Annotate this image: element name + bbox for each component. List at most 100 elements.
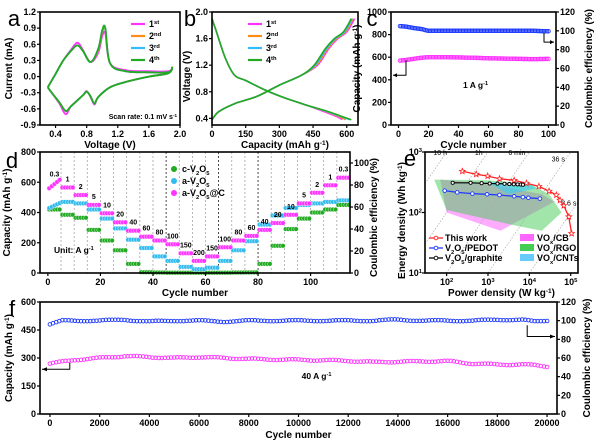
capacity-point <box>265 357 270 362</box>
graphite-marker <box>520 182 525 187</box>
capacity-point <box>199 355 205 360</box>
star-marker <box>522 179 531 187</box>
capacity-point <box>520 56 526 62</box>
panel-letter-f: f <box>9 296 16 321</box>
ce-point <box>427 28 433 34</box>
ce-point <box>441 28 446 34</box>
legend-label: c-V2O5 <box>182 164 210 177</box>
rate-point-a-V2O5@C <box>109 210 115 216</box>
pedot-marker <box>511 194 517 199</box>
ce-point <box>308 318 314 324</box>
ce-point <box>495 28 500 34</box>
star-marker <box>559 201 568 209</box>
capacity-point <box>231 356 236 362</box>
rate-point-a-V2O5@C <box>162 237 168 243</box>
rate-point-a-V2O5 <box>214 265 220 271</box>
ce-point <box>505 28 511 34</box>
rate-label: 10 <box>103 202 111 209</box>
ce-point <box>436 28 442 34</box>
ce-point <box>234 318 239 324</box>
rate-point-a-V2O5@C <box>319 190 325 196</box>
ce-point <box>209 318 214 324</box>
rate-point-a-V2O5@C <box>306 200 312 206</box>
panel-letter-b: b <box>184 6 196 31</box>
scan-rate-annotation: Scan rate: 0.1 mV s-1 <box>109 113 178 122</box>
capacity-point <box>193 355 199 360</box>
capacity-point <box>466 55 472 60</box>
y-tick-label: 600 <box>21 297 36 307</box>
capacity-point <box>501 56 506 61</box>
y2-tick-label: 20 <box>354 246 364 256</box>
x-tick-label: 2000 <box>90 418 110 428</box>
ce-point <box>252 318 258 323</box>
x-tick-label: 100 <box>541 129 556 139</box>
ce-point <box>342 317 348 323</box>
graphite-marker <box>495 181 500 186</box>
legend-label: 2nd <box>149 31 162 41</box>
capacity-point <box>240 356 245 362</box>
rate-label: 80 <box>234 229 242 236</box>
y-tick-label: 2.0 <box>195 7 208 17</box>
y2-tick-label: 20 <box>560 101 570 111</box>
ce-point <box>246 317 252 323</box>
y-axis-label: Energy density (Wh kg-1) <box>397 162 409 279</box>
ce-point <box>156 318 161 323</box>
arrow-head <box>550 334 555 339</box>
star-marker <box>556 196 564 204</box>
star-marker <box>510 176 519 184</box>
ce-point <box>537 28 542 34</box>
ce-point <box>488 317 494 322</box>
ce-point <box>478 28 484 34</box>
rate-label: 80 <box>156 229 164 236</box>
rate-label: 100 <box>167 233 179 240</box>
ce-point <box>411 318 416 324</box>
x-tick-label: 4000 <box>139 418 159 428</box>
rate-point-a-V2O5 <box>162 253 168 259</box>
y-tick-label: 102 <box>409 208 423 218</box>
ce-point <box>435 28 440 34</box>
y-axis-label: Capacity (mAh g-1) <box>2 168 14 256</box>
rate-label: 10 <box>287 204 295 211</box>
capacity-point <box>373 359 379 364</box>
capacity-point <box>352 359 357 364</box>
ce-point <box>274 318 280 324</box>
pedot-marker <box>454 190 460 195</box>
y-tick-label: 101 <box>409 268 423 278</box>
y2-tick-label: 80 <box>354 180 364 190</box>
ce-point <box>178 318 183 324</box>
capacity-point <box>465 55 470 60</box>
capacity-point <box>505 56 511 61</box>
capacity-point <box>206 354 211 360</box>
capacity-point <box>349 359 354 364</box>
y2-tick-label: 60 <box>561 353 571 363</box>
rate-point-a-V2O5@C <box>267 227 273 233</box>
y-tick-label: 300 <box>21 353 36 363</box>
rate-label: 1 <box>66 177 70 184</box>
capacity-point <box>493 56 499 61</box>
ce-point <box>531 28 536 34</box>
capacity-point <box>482 361 488 366</box>
rate-point-a-V2O5@C <box>96 202 102 208</box>
rate-point-a-V2O5@C <box>175 241 181 247</box>
legend-swatch <box>520 254 534 261</box>
ce-point <box>231 319 236 324</box>
star-marker <box>564 212 573 221</box>
ce-point <box>498 317 503 323</box>
ce-point <box>442 318 447 323</box>
ce-point <box>131 318 137 324</box>
capacity-point <box>429 54 434 60</box>
capacity-point <box>237 356 242 362</box>
panel-letter-d: d <box>6 148 18 173</box>
ce-point <box>277 318 283 324</box>
capacity-point <box>473 361 478 367</box>
capacity-point <box>457 55 463 60</box>
ce-point <box>262 318 267 324</box>
capacity-point <box>389 360 394 365</box>
capacity-point <box>462 55 467 60</box>
x-axis-label: Cycle number <box>440 140 506 151</box>
capacity-point <box>426 54 431 60</box>
capacity-point <box>333 357 339 363</box>
capacity-point <box>386 360 391 365</box>
y2-tick-label: 100 <box>561 316 576 326</box>
rate-point-c-V2O5 <box>135 261 141 267</box>
